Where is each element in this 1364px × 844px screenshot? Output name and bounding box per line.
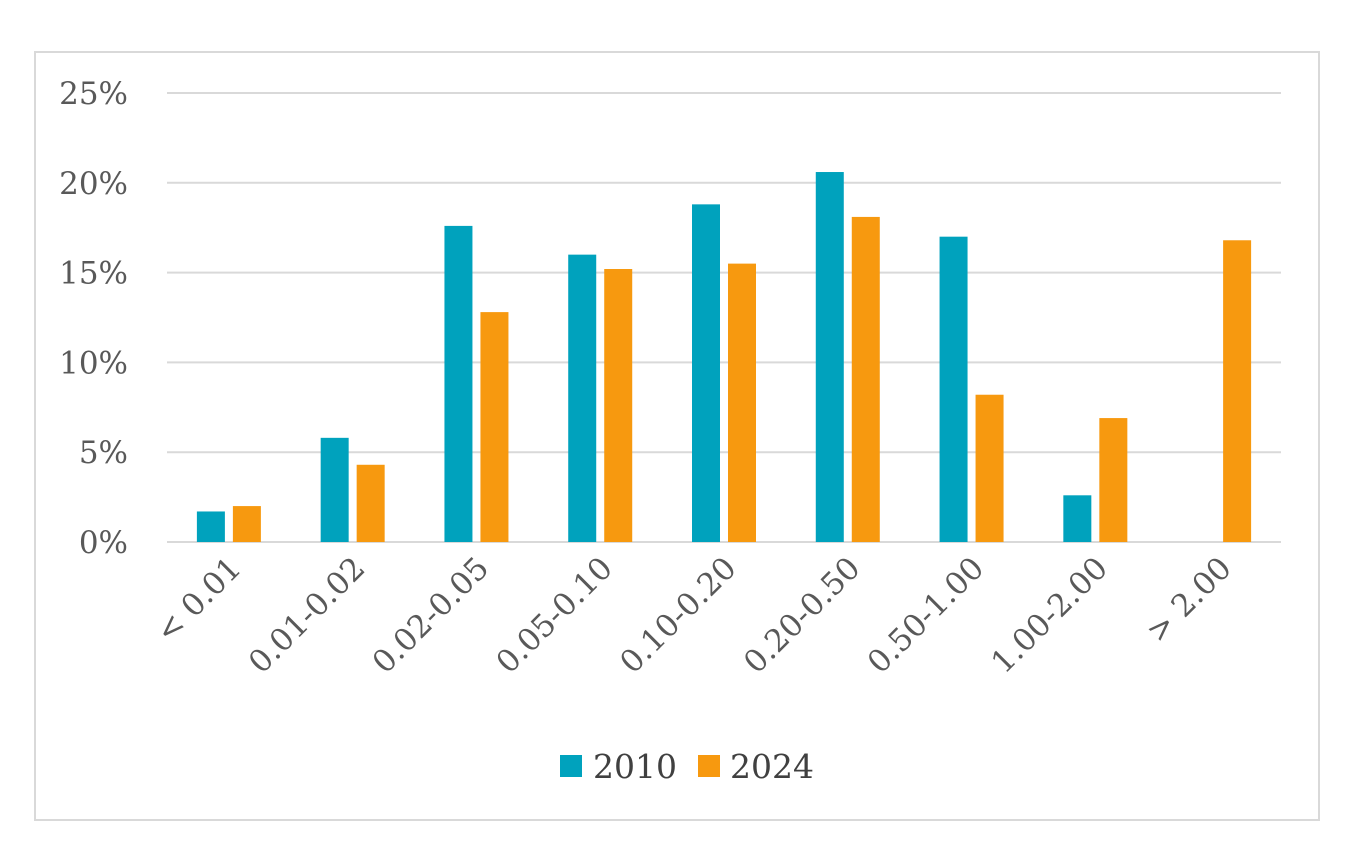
x-axis-tick-labels: < 0.010.01-0.020.02-0.050.05-0.100.10-0.…	[149, 550, 1239, 680]
y-tick-label: 15%	[59, 256, 128, 292]
legend-swatch-2010	[560, 755, 582, 777]
bar-2024	[728, 263, 756, 542]
bar-2024	[480, 312, 509, 542]
bar-2010	[815, 172, 844, 543]
x-tick-label: 0.02-0.05	[366, 550, 496, 680]
bar-2024	[1099, 418, 1128, 542]
bar-2024	[232, 506, 261, 542]
x-tick-label: > 2.00	[1139, 550, 1239, 650]
y-axis-tick-labels: 0% 5% 10% 15% 20% 25%	[59, 76, 128, 561]
bar-2010	[568, 254, 597, 542]
legend-swatch-2024	[698, 755, 720, 777]
x-tick-label: 1.00-2.00	[985, 550, 1115, 680]
bar-2024	[975, 394, 1004, 542]
y-tick-label: 10%	[59, 345, 128, 381]
x-tick-label: < 0.01	[149, 550, 249, 650]
y-tick-label: 20%	[59, 166, 128, 202]
y-tick-label: 0%	[79, 525, 128, 561]
legend: 2010 2024	[560, 747, 814, 786]
y-tick-label: 5%	[79, 435, 128, 471]
x-tick-label: 0.50-1.00	[861, 550, 991, 680]
bar-2010	[444, 225, 473, 543]
x-tick-label: 0.20-0.50	[737, 550, 867, 680]
bar-2024	[851, 216, 880, 542]
bar-2024	[604, 269, 633, 542]
bar-2010	[196, 511, 225, 542]
bar-2010	[939, 236, 968, 542]
gridlines	[167, 92, 1281, 543]
legend-label-2010: 2010	[593, 747, 677, 786]
legend-label-2024: 2024	[730, 747, 814, 786]
bar-2010	[692, 204, 720, 543]
bar-2024	[1223, 240, 1252, 542]
bars	[196, 172, 1252, 543]
x-tick-label: 0.05-0.10	[489, 550, 619, 680]
bar-2024	[356, 464, 385, 542]
x-tick-label: 0.01-0.02	[242, 550, 372, 680]
bar-2010	[320, 437, 349, 542]
y-tick-label: 25%	[59, 76, 128, 112]
x-tick-label: 0.10-0.20	[613, 550, 743, 680]
bar-2010	[1063, 495, 1092, 542]
